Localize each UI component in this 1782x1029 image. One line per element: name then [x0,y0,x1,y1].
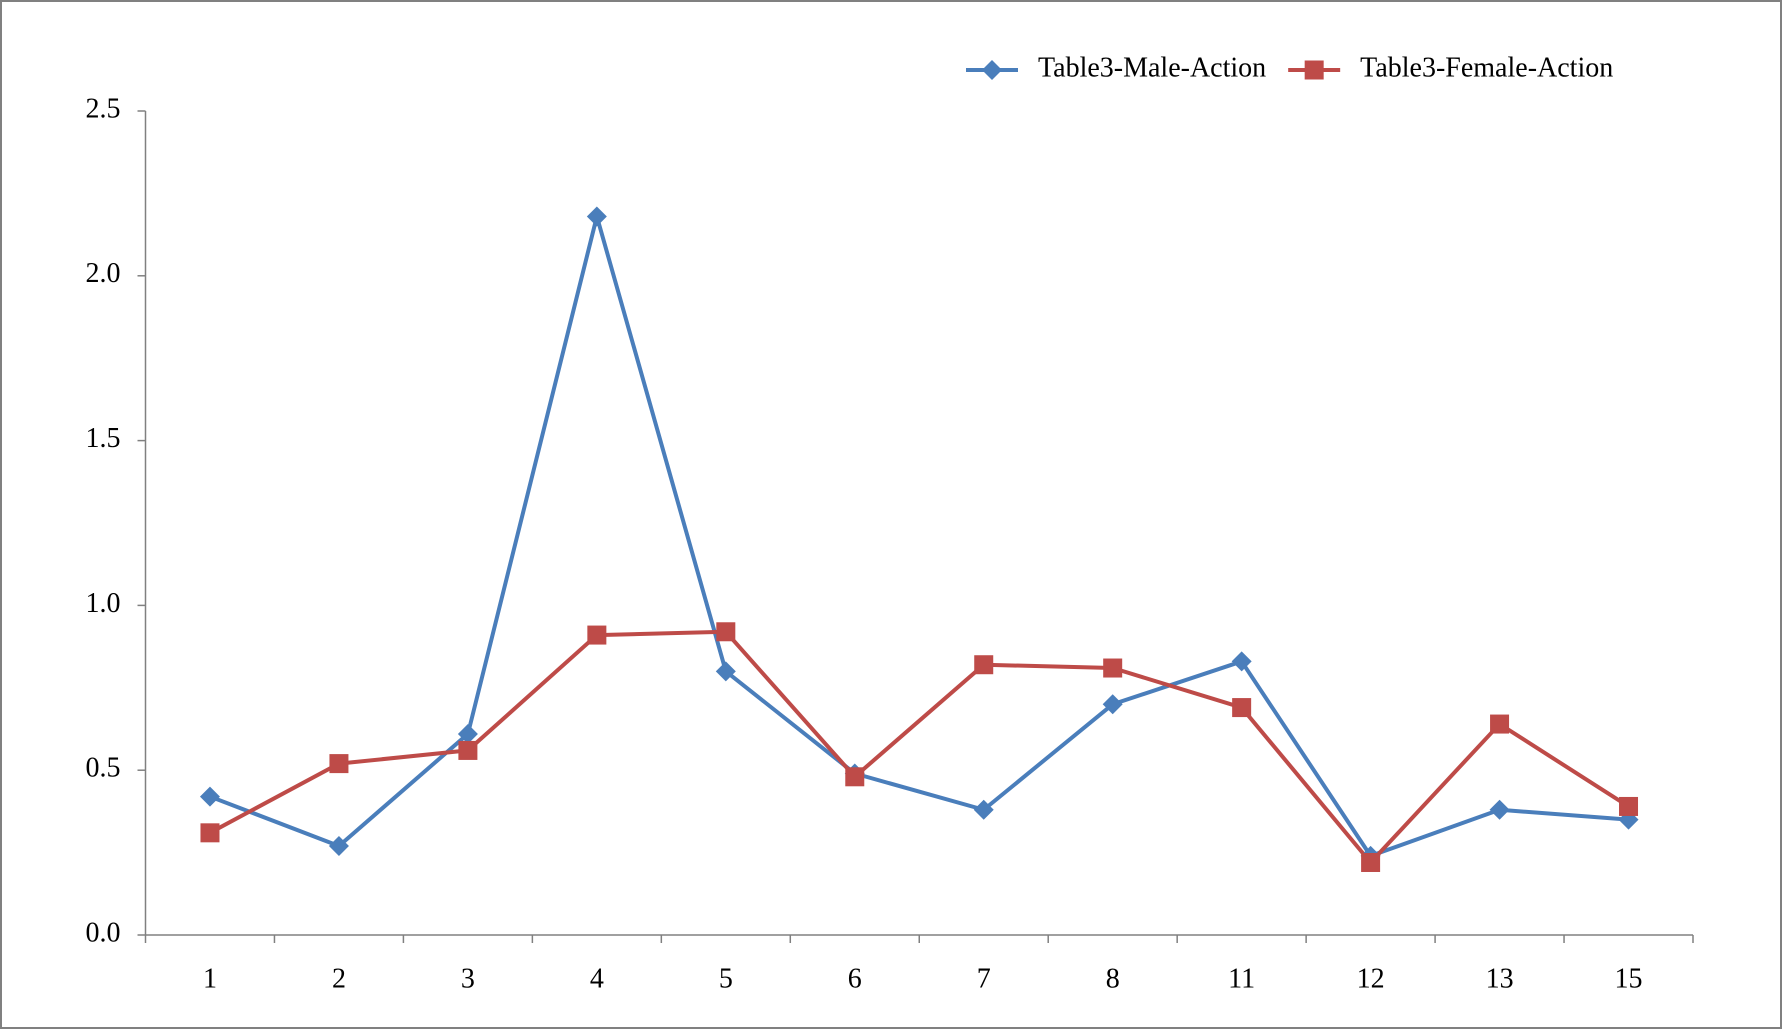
data-point [1103,658,1123,678]
x-tick-label: 11 [1228,963,1255,994]
x-tick-label: 6 [848,963,862,994]
data-point [587,625,607,645]
x-tick-label: 1 [203,963,217,994]
y-tick-label: 2.0 [86,258,121,289]
legend-label: Table3-Female-Action [1360,52,1613,83]
data-point [328,836,349,857]
x-tick-label: 4 [590,963,604,994]
data-point [1489,799,1510,820]
x-tick-label: 15 [1615,963,1643,994]
data-point [1361,852,1381,872]
data-point [586,206,607,227]
data-point [974,655,994,675]
data-point [845,767,865,787]
data-point [199,786,220,807]
x-tick-label: 12 [1357,963,1385,994]
data-point [973,799,994,820]
data-point [715,661,736,682]
y-tick-label: 0.5 [86,753,121,784]
x-tick-label: 3 [461,963,475,994]
x-tick-label: 5 [719,963,733,994]
data-point [1231,651,1252,672]
data-point [1619,796,1639,816]
data-point [716,622,736,642]
data-point [200,823,220,843]
legend-marker [982,60,1002,80]
y-tick-label: 2.5 [86,93,121,124]
x-tick-label: 7 [977,963,991,994]
series-line [209,629,1630,865]
y-tick-label: 1.0 [86,588,121,619]
legend-label: Table3-Male-Action [1038,52,1266,83]
data-point [457,723,478,744]
legend-marker [1304,60,1324,80]
x-tick-label: 8 [1106,963,1120,994]
data-point [1490,714,1510,734]
x-tick-label: 2 [332,963,346,994]
data-point [1232,698,1252,718]
x-tick-label: 13 [1486,963,1514,994]
data-point [458,740,478,760]
data-point [1102,694,1123,715]
data-point [329,754,349,774]
y-tick-label: 1.5 [86,423,121,454]
y-tick-label: 0.0 [86,917,121,948]
